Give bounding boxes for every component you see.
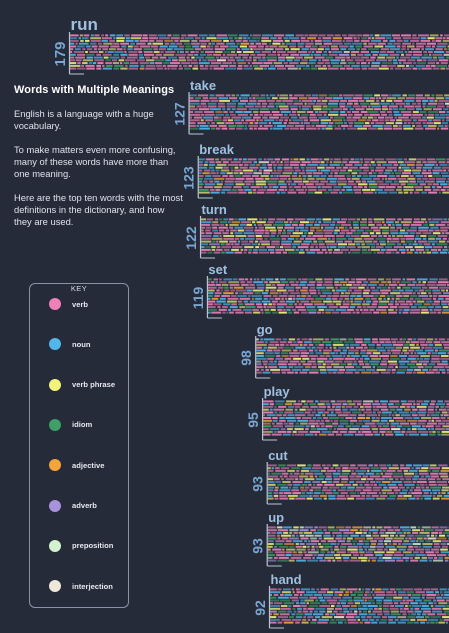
legend-item-interjection: interjection [49, 580, 113, 593]
count-label-go: 98 [238, 350, 254, 366]
word-label-run: run [71, 15, 98, 34]
legend-label: interjection [72, 581, 113, 591]
bar-play [263, 400, 449, 436]
intro-paragraph-3: Here are the top ten words with the most… [14, 192, 183, 227]
legend-label: idiom [72, 420, 93, 430]
bar-hand [270, 588, 449, 624]
legend-swatch [49, 418, 61, 431]
legend-item-verb: verb [49, 298, 88, 310]
count-label-hand: 92 [252, 600, 268, 616]
bar-set [207, 278, 449, 314]
count-label-turn: 122 [183, 226, 199, 250]
legend-swatch [49, 378, 61, 391]
count-label-take: 127 [172, 102, 188, 126]
word-label-cut: cut [268, 448, 288, 463]
legend-item-adverb: adverb [49, 499, 97, 512]
count-label-cut: 93 [250, 476, 266, 492]
intro-title: Words with Multiple Meanings [14, 84, 175, 96]
legend-label: verb phrase [72, 380, 116, 390]
word-label-turn: turn [202, 202, 227, 217]
legend-swatch [49, 298, 61, 310]
legend-label: noun [72, 339, 91, 349]
legend-swatch [49, 539, 61, 552]
legend-label: adverb [72, 501, 97, 510]
legend-key: KEY verb noun verb phrase idiom adjective adv… [29, 283, 129, 608]
word-label-play: play [264, 384, 291, 399]
count-label-play: 95 [245, 412, 261, 428]
count-label-break: 123 [181, 166, 197, 190]
count-label-up: 93 [250, 538, 266, 554]
legend-item-adjective: adjective [49, 459, 105, 472]
word-label-hand: hand [271, 572, 302, 587]
legend-swatch [49, 459, 61, 472]
legend-item-verb-phrase: verb phrase [49, 378, 116, 391]
intro-paragraph-1: English is a language with a huge vocabu… [14, 108, 154, 131]
word-label-up: up [268, 510, 284, 525]
legend-label: verb [72, 299, 89, 309]
bar-run [70, 34, 449, 70]
legend-item-noun: noun [49, 338, 91, 351]
count-label-run: 179 [52, 41, 69, 66]
word-label-set: set [208, 262, 227, 277]
count-label-set: 119 [190, 286, 206, 309]
legend-item-preposition: preposition [49, 539, 114, 552]
word-label-go: go [257, 322, 273, 337]
bar-break [198, 158, 449, 194]
word-label-take: take [190, 78, 216, 93]
intro-paragraph-2: To make matters even more confusing, man… [14, 144, 176, 179]
legend-label: preposition [72, 541, 114, 551]
intro-panel: Words with Multiple Meanings English is … [14, 84, 184, 240]
legend-title: KEY [65, 284, 93, 293]
bar-cut [267, 464, 449, 500]
legend-label: adjective [72, 460, 105, 470]
bar-up [267, 526, 449, 562]
bar-turn [201, 218, 449, 254]
legend-swatch [49, 338, 61, 351]
bar-go [256, 338, 449, 374]
legend-item-idiom: idiom [49, 418, 93, 431]
legend-swatch [49, 580, 61, 593]
word-label-break: break [199, 142, 234, 157]
legend-swatch [49, 499, 61, 512]
bar-take [189, 94, 449, 130]
